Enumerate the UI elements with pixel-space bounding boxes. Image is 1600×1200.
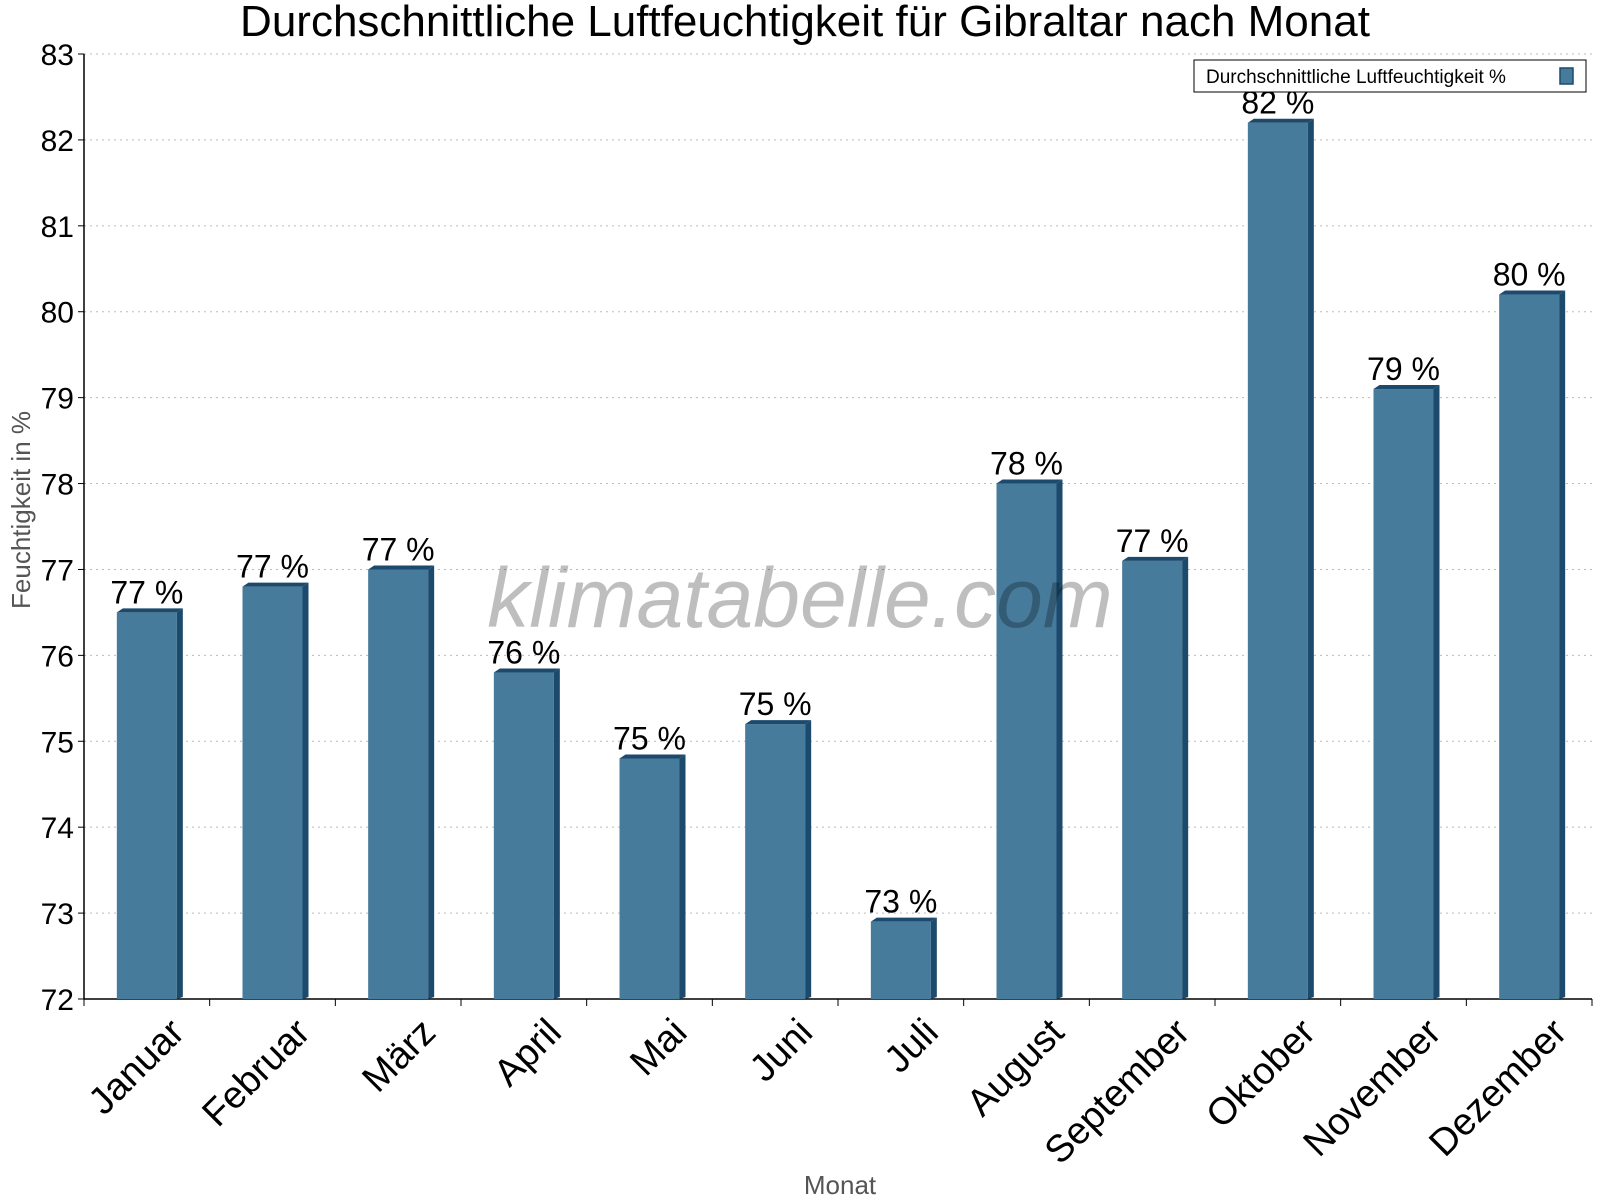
y-tick-label: 82 [41,125,74,158]
x-tick-label: April [486,1011,569,1094]
data-label: 80 % [1493,257,1566,293]
bar [1499,290,1566,1000]
bar-side [679,754,686,999]
y-tick-label: 75 [41,726,74,759]
x-tick-label: November [1296,1011,1450,1165]
bar-side [428,565,435,999]
bar-top [1373,385,1440,390]
bar-top [996,479,1063,484]
bar [1373,385,1440,1000]
y-axis-title: Feuchtigkeit in % [6,411,36,609]
bar-top [1247,118,1314,123]
bar-top [368,565,435,570]
y-tick-label: 83 [41,39,74,72]
bars [116,118,1566,1000]
data-label: 76 % [487,635,560,671]
chart-title: Durchschnittliche Luftfeuchtigkeit für G… [240,0,1370,46]
bar-face [745,724,806,999]
bar-top [116,608,183,613]
x-tick-label: Juni [742,1011,821,1090]
grid-lines [84,53,1592,914]
bar-side [302,582,309,999]
bar [116,608,183,999]
legend-swatch [1559,67,1574,85]
y-tick-label: 73 [41,898,74,931]
x-tick-label: Februar [195,1011,319,1135]
x-tick-label: Juli [877,1011,947,1081]
data-label: 77 % [110,574,183,610]
bar-face [1122,560,1183,999]
data-label: 77 % [1116,523,1189,559]
y-tick-label: 79 [41,383,74,416]
x-tick-label: Dezember [1421,1011,1575,1165]
bar-top [1122,556,1189,561]
bar-face [996,483,1057,1000]
bar [870,917,937,999]
bar-top [1499,290,1566,295]
x-axis-title: Monat [804,1170,877,1200]
data-label: 75 % [739,686,812,722]
bar-face [242,586,303,999]
x-tick-label: Mai [622,1011,695,1084]
data-label: 75 % [613,720,686,756]
bar-side [1559,290,1566,1000]
y-tick-label: 76 [41,640,74,673]
bar [242,582,309,999]
data-label: 79 % [1367,351,1440,387]
bar-face [116,612,177,999]
bar-top [493,668,560,673]
bar [996,479,1063,1000]
bar-face [1499,294,1560,1000]
bar-top [870,917,937,922]
bar-face [368,569,429,999]
bar-face [870,921,931,999]
bar-face [493,672,554,999]
bar-side [930,917,937,999]
watermark: klimatabelle.com [487,551,1113,645]
x-tick-label: Januar [81,1011,193,1123]
bar-side [176,608,183,999]
data-label: 77 % [236,549,309,585]
watermark-text: klimatabelle.com [487,551,1113,645]
bar [493,668,560,999]
y-tick-label: 74 [41,812,74,845]
bar-side [1307,118,1314,999]
bar-side [1182,556,1189,999]
data-labels: 77 %77 % 77 %76 %75 %75 %73 %78 %77 %82 %… [110,85,1565,920]
data-label: 78 % [990,446,1063,482]
bar-side [553,668,560,999]
y-tick-label: 78 [41,469,74,502]
bar-side [805,720,812,999]
bar-side [1433,385,1440,1000]
legend-box [1193,59,1587,93]
bar [1122,556,1189,999]
y-tick-label: 72 [41,984,74,1017]
data-label: 73 % [864,884,937,920]
bar [619,754,686,999]
bar-top [242,582,309,587]
bar-side [1056,479,1063,1000]
bar [1247,118,1314,999]
bar [368,565,435,999]
bar-face [1373,389,1434,1000]
y-tick-label: 80 [41,297,74,330]
x-tick-label: Oktober [1198,1011,1324,1137]
bar-face [619,758,680,999]
legend: Durchschnittliche Luftfeuchtigkeit % [1193,59,1587,93]
data-label: 77 % [362,531,435,567]
bar-top [619,754,686,759]
bar-face [1247,122,1308,999]
y-tick-label: 81 [41,211,74,244]
x-tick-label: August [959,1011,1073,1125]
y-tick-label: 77 [41,554,74,587]
legend-entry-label: Durchschnittliche Luftfeuchtigkeit % [1206,67,1506,88]
x-tick-label: März [355,1011,444,1100]
bar-top [745,720,812,725]
bar [745,720,812,999]
